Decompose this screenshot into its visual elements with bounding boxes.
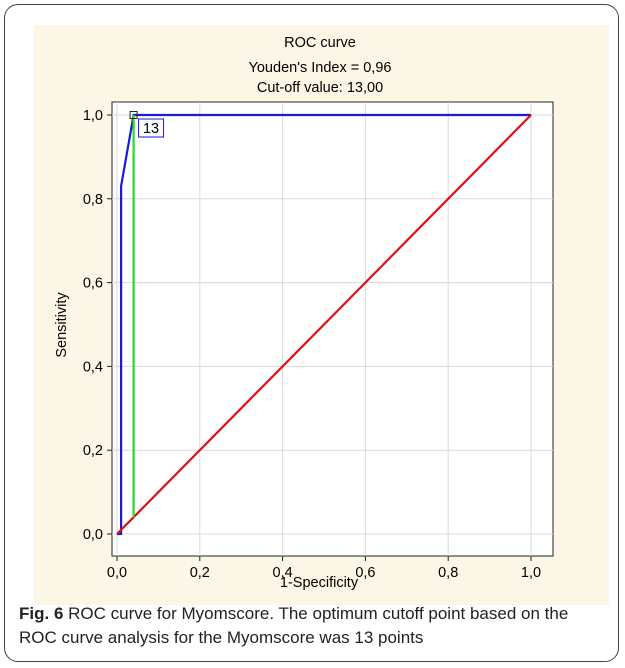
y-tick-label: 0,6 <box>83 276 103 292</box>
x-axis-label: 1-Specificity <box>280 575 359 591</box>
caption-label: Fig. 6 <box>19 604 64 623</box>
figure-caption: Fig. 6 ROC curve for Myomscore. The opti… <box>19 602 609 650</box>
cutoff-label: 13 <box>143 121 159 137</box>
x-tick-label: 0,2 <box>190 565 210 581</box>
chart-title: ROC curve <box>284 35 356 51</box>
chart-subtitle-youden: Youden's Index = 0,96 <box>249 60 392 76</box>
x-tick-label: 0,4 <box>273 565 293 581</box>
y-tick-label: 0,8 <box>83 192 103 208</box>
roc-curve-line <box>117 113 531 536</box>
y-tick-label: 1,0 <box>83 108 103 124</box>
cutoff-point-marker <box>129 111 138 119</box>
plot-area <box>111 101 554 557</box>
y-axis-label: Sensitivity <box>54 292 70 358</box>
series-lines <box>116 113 532 536</box>
y-tick-label: 0,2 <box>83 443 103 459</box>
chart-subtitle-cutoff: Cut-off value: 13,00 <box>257 80 383 96</box>
x-tick-label: 0,0 <box>107 565 127 581</box>
y-tick-label: 0,4 <box>83 359 103 375</box>
caption-text: ROC curve for Myomscore. The optimum cut… <box>19 604 569 647</box>
reference-diagonal-line <box>116 114 532 535</box>
cutoff-marker: 13 <box>129 111 165 138</box>
axis-ticks: 0,0 0,0 0,2 0,2 0,4 0,4 0,6 0,6 0,8 0,8 1,0 1,0 <box>83 108 541 581</box>
grid <box>112 102 553 556</box>
y-tick-label: 0,0 <box>83 527 103 543</box>
x-tick-label: 0,8 <box>438 565 458 581</box>
x-tick-label: 0,6 <box>355 565 375 581</box>
x-tick-label: 1,0 <box>521 565 541 581</box>
cutoff-label-box <box>138 118 165 138</box>
